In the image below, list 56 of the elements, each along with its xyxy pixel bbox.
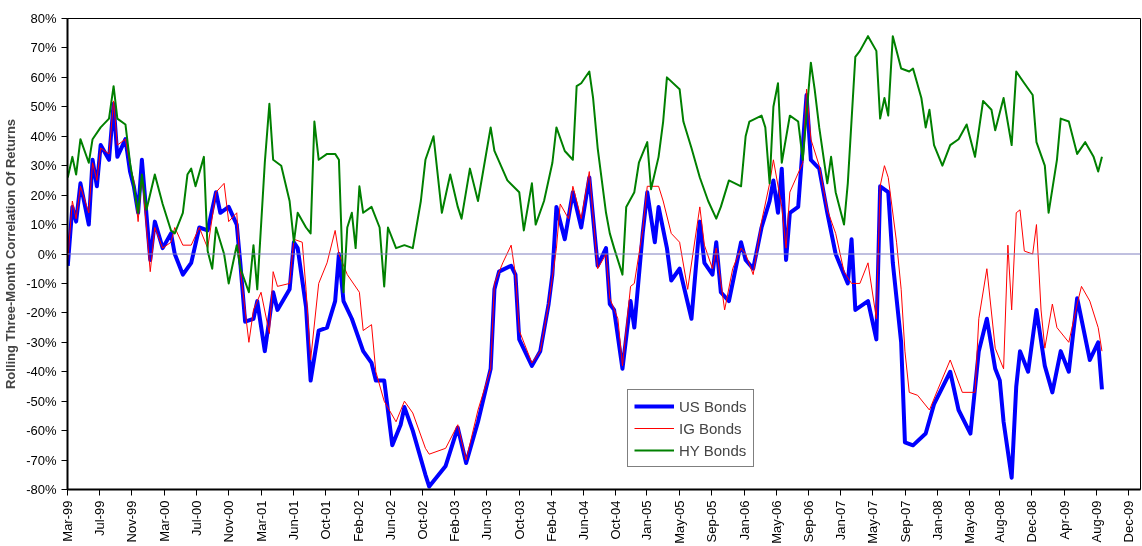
- x-tick-label: Aug-08: [992, 500, 1008, 543]
- y-tick-label: 20%: [30, 187, 57, 203]
- x-tick-label: Jun-01: [285, 500, 301, 541]
- x-tick-label: Oct-03: [511, 500, 527, 540]
- y-tick-label: 40%: [30, 128, 57, 144]
- y-tick-label: 10%: [30, 217, 57, 233]
- y-tick-label: -70%: [26, 452, 57, 468]
- x-tick-label: Oct-04: [608, 500, 624, 540]
- x-tick-label: Feb-02: [350, 500, 366, 542]
- y-tick-label: 30%: [30, 158, 57, 174]
- x-tick-label: Feb-04: [544, 500, 560, 542]
- legend-label: IG Bonds: [679, 419, 742, 437]
- y-axis-title: Rolling Three-Month Correlation Of Returns: [3, 118, 19, 390]
- x-tick-label: Aug-09: [1089, 500, 1105, 543]
- x-tick-label: Jul-00: [188, 500, 204, 536]
- x-tick-label: May-05: [671, 500, 687, 544]
- x-tick-label: Jun-04: [576, 500, 592, 541]
- x-tick-label: Nov-99: [124, 500, 140, 543]
- legend-label: US Bonds: [679, 397, 747, 415]
- y-tick-label: 50%: [30, 99, 57, 115]
- x-tick-label: Oct-01: [318, 500, 334, 540]
- y-tick-label: -20%: [26, 305, 57, 321]
- x-tick-label: Jun-02: [382, 500, 398, 541]
- x-tick-label: Sep-07: [897, 500, 913, 543]
- x-tick-label: Jan-05: [639, 500, 655, 541]
- y-tick-label: -50%: [26, 393, 57, 409]
- y-tick-label: 60%: [30, 69, 57, 85]
- x-tick-label: May-06: [768, 500, 784, 544]
- legend-label: HY Bonds: [679, 441, 747, 459]
- y-tick-label: -60%: [26, 423, 57, 439]
- x-tick-label: Oct-02: [414, 500, 430, 540]
- y-tick-label: -30%: [26, 334, 57, 350]
- x-tick-label: May-07: [865, 500, 881, 544]
- x-tick-label: Mar-00: [156, 500, 172, 542]
- y-tick-label: -40%: [26, 364, 57, 380]
- line-series: [67, 35, 1103, 294]
- x-tick-label: Jun-03: [479, 500, 495, 541]
- x-tick-label: May-08: [962, 500, 978, 544]
- x-tick-label: Jan-07: [833, 500, 849, 541]
- x-tick-label: Jan-08: [930, 500, 946, 541]
- y-tick-label: -10%: [26, 275, 57, 291]
- x-tick-label: Jul-99: [92, 500, 108, 536]
- x-tick-label: Dec-09: [1121, 500, 1137, 543]
- y-tick-label: 0%: [37, 246, 57, 262]
- x-tick-label: Jan-06: [736, 500, 752, 541]
- y-tick-label: 80%: [30, 11, 57, 26]
- x-tick-label: Sep-06: [800, 500, 816, 543]
- x-tick-label: Mar-01: [253, 500, 269, 542]
- y-tick-label: -80%: [26, 482, 57, 497]
- x-tick-label: Mar-99: [60, 500, 75, 542]
- x-tick-label: Nov-00: [221, 500, 237, 543]
- y-tick-label: 70%: [30, 40, 57, 56]
- x-tick-label: Apr-09: [1056, 500, 1072, 540]
- x-tick-label: Sep-05: [704, 500, 720, 543]
- x-tick-label: Dec-08: [1024, 500, 1040, 543]
- x-tick-label: Feb-03: [447, 500, 463, 542]
